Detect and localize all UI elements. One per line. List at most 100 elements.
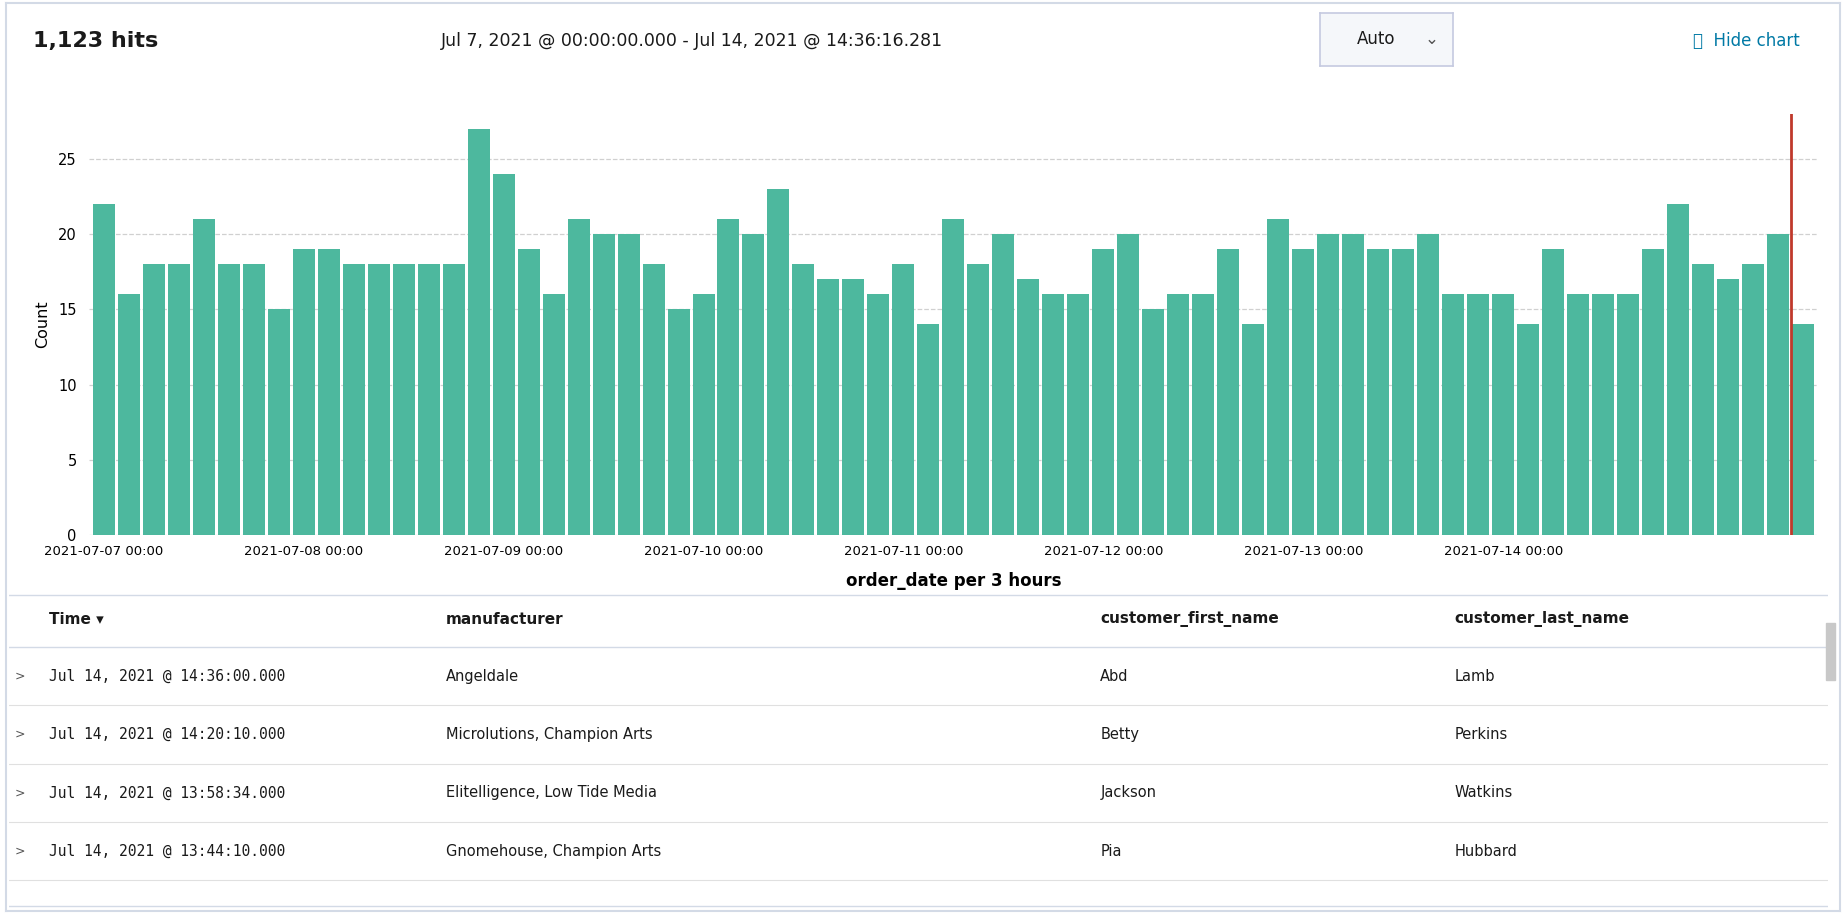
Text: ⌄: ⌄ [1425, 30, 1438, 48]
Bar [792, 264, 814, 535]
Bar [818, 280, 840, 535]
Text: ⦻  Hide chart: ⦻ Hide chart [1693, 32, 1800, 50]
Bar [1567, 294, 1589, 535]
Bar [1617, 294, 1639, 535]
Bar [1117, 234, 1139, 535]
Text: Betty: Betty [1100, 727, 1139, 742]
Bar [443, 264, 465, 535]
Text: Pia: Pia [1100, 844, 1122, 858]
Bar [1342, 234, 1364, 535]
Bar [642, 264, 665, 535]
Text: Hubbard: Hubbard [1455, 844, 1517, 858]
Text: Perkins: Perkins [1455, 727, 1508, 742]
Bar [993, 234, 1015, 535]
Bar [593, 234, 615, 535]
Text: >: > [15, 670, 26, 683]
Text: >: > [15, 845, 26, 857]
Bar [92, 205, 114, 535]
Bar [1292, 250, 1314, 535]
Bar [493, 175, 515, 535]
Bar [1193, 294, 1215, 535]
Bar [142, 264, 164, 535]
Bar [917, 324, 940, 535]
Bar [168, 264, 190, 535]
Text: customer_first_name: customer_first_name [1100, 611, 1279, 627]
Bar [967, 264, 989, 535]
Bar [268, 310, 290, 535]
Bar [1242, 324, 1265, 535]
Bar [1693, 264, 1715, 535]
Bar [1368, 250, 1390, 535]
Bar [1767, 234, 1789, 535]
Bar [242, 264, 264, 535]
Bar [543, 294, 565, 535]
Text: Abd: Abd [1100, 669, 1128, 684]
Text: customer_last_name: customer_last_name [1455, 611, 1630, 627]
Bar [1517, 324, 1540, 535]
Bar [868, 294, 890, 535]
Bar [768, 189, 790, 535]
Text: Angeldale: Angeldale [445, 669, 519, 684]
Text: Watkins: Watkins [1455, 785, 1514, 801]
Text: manufacturer: manufacturer [445, 611, 563, 627]
Bar [1043, 294, 1065, 535]
Text: Microlutions, Champion Arts: Microlutions, Champion Arts [445, 727, 652, 742]
Bar [943, 219, 964, 535]
Bar [1268, 219, 1289, 535]
Bar [1826, 623, 1835, 680]
Bar [118, 294, 140, 535]
Bar [692, 294, 714, 535]
Text: >: > [15, 728, 26, 741]
Text: Jackson: Jackson [1100, 785, 1156, 801]
Text: Time ▾: Time ▾ [50, 611, 103, 627]
Bar [467, 129, 489, 535]
Bar [718, 219, 740, 535]
Bar [517, 250, 539, 535]
Bar [1442, 294, 1464, 535]
Bar [1743, 264, 1765, 535]
Bar [1167, 294, 1189, 535]
Text: 1,123 hits: 1,123 hits [33, 31, 159, 51]
X-axis label: order_date per 3 hours: order_date per 3 hours [845, 572, 1061, 590]
Text: Jul 14, 2021 @ 14:36:00.000: Jul 14, 2021 @ 14:36:00.000 [50, 669, 286, 684]
Bar [1217, 250, 1239, 535]
Bar [417, 264, 439, 535]
Bar [1418, 234, 1440, 535]
Bar [1792, 324, 1815, 535]
Text: Auto: Auto [1357, 30, 1396, 48]
Bar [292, 250, 314, 535]
Bar [1667, 205, 1689, 535]
Bar [742, 234, 764, 535]
Y-axis label: Count: Count [35, 301, 50, 348]
Text: >: > [15, 786, 26, 800]
Bar [1643, 250, 1665, 535]
Bar [218, 264, 240, 535]
Bar [343, 264, 364, 535]
Bar [1468, 294, 1490, 535]
Bar [367, 264, 390, 535]
Bar [1392, 250, 1414, 535]
Text: Jul 14, 2021 @ 13:58:34.000: Jul 14, 2021 @ 13:58:34.000 [50, 785, 286, 801]
Bar [842, 280, 864, 535]
Bar [1017, 280, 1039, 535]
Bar [1143, 310, 1165, 535]
Bar [1543, 250, 1564, 535]
Bar [1593, 294, 1615, 535]
Text: Jul 14, 2021 @ 14:20:10.000: Jul 14, 2021 @ 14:20:10.000 [50, 727, 286, 742]
Bar [192, 219, 214, 535]
Text: Gnomehouse, Champion Arts: Gnomehouse, Champion Arts [445, 844, 661, 858]
Bar [567, 219, 589, 535]
Text: Elitelligence, Low Tide Media: Elitelligence, Low Tide Media [445, 785, 657, 801]
Bar [1492, 294, 1514, 535]
Bar [892, 264, 914, 535]
Bar [1067, 294, 1089, 535]
Bar [393, 264, 415, 535]
Bar [618, 234, 639, 535]
Bar [1093, 250, 1115, 535]
Bar [1717, 280, 1739, 535]
Text: Jul 14, 2021 @ 13:44:10.000: Jul 14, 2021 @ 13:44:10.000 [50, 844, 286, 858]
Text: Lamb: Lamb [1455, 669, 1495, 684]
Bar [318, 250, 340, 535]
Bar [1318, 234, 1340, 535]
Text: Jul 7, 2021 @ 00:00:00.000 - Jul 14, 2021 @ 14:36:16.281: Jul 7, 2021 @ 00:00:00.000 - Jul 14, 202… [441, 32, 943, 50]
